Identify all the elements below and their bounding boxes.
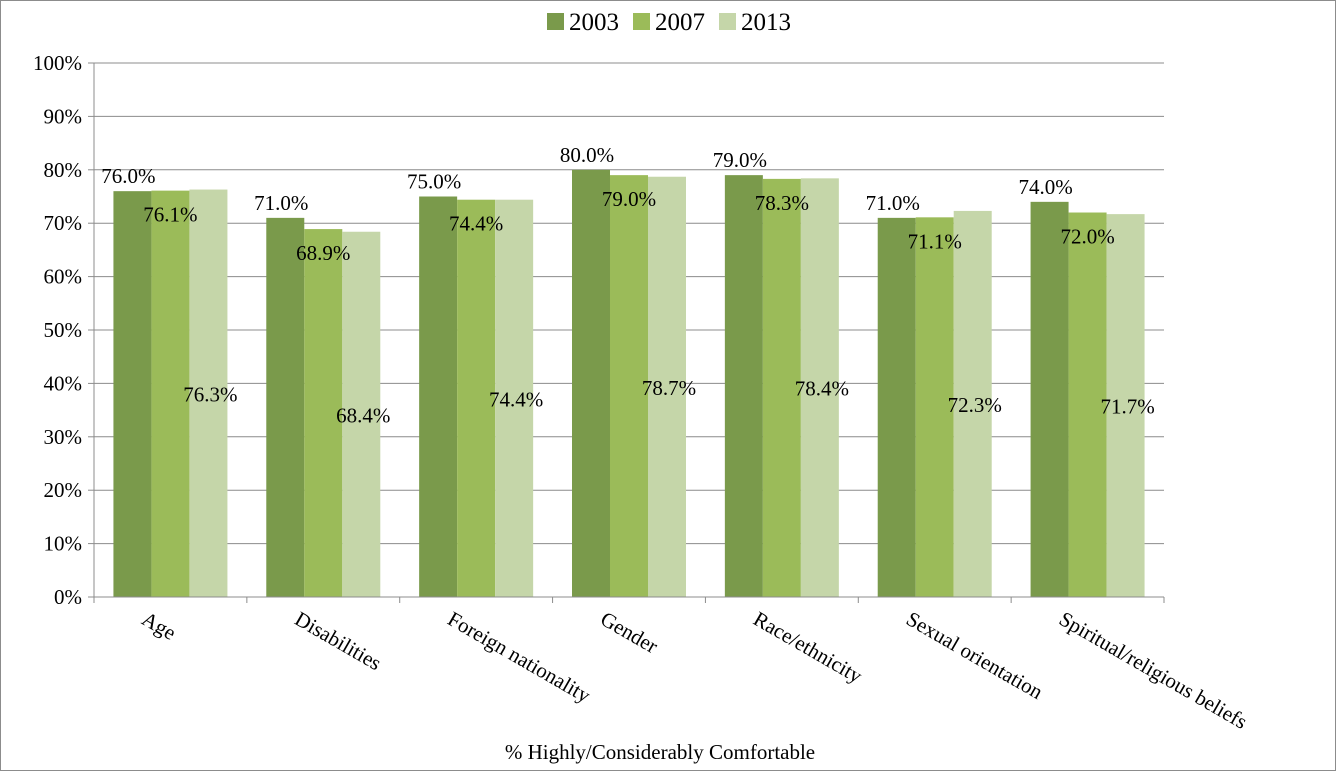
data-label-2003: 80.0% xyxy=(560,143,614,167)
bar-2003-3 xyxy=(572,169,610,598)
bar-2007-3 xyxy=(610,175,648,597)
legend-label-2007: 2007 xyxy=(655,9,705,36)
data-label-2007: 74.4% xyxy=(449,212,503,236)
bar-2003-0 xyxy=(113,191,152,597)
y-tick-label: 70% xyxy=(44,211,83,235)
data-label-2007: 71.1% xyxy=(908,229,962,253)
y-tick-label: 30% xyxy=(44,425,83,449)
legend-swatch-2003 xyxy=(547,13,564,30)
data-label-2003: 76.0% xyxy=(101,164,155,188)
data-label-2003: 79.0% xyxy=(713,148,767,172)
data-label-2013: 74.4% xyxy=(489,387,543,411)
data-label-2007: 78.3% xyxy=(755,191,809,215)
legend: 2003 2007 2013 xyxy=(547,9,791,36)
bar-2003-1 xyxy=(266,217,305,598)
legend-swatch-2013 xyxy=(719,13,736,30)
legend-swatch-2007 xyxy=(633,13,650,30)
data-label-2003: 71.0% xyxy=(254,191,308,215)
bar-2007-6 xyxy=(1068,212,1107,597)
bar-2003-4 xyxy=(724,175,763,597)
bar-2013-2 xyxy=(495,199,534,598)
x-tick-label: Sexual orientation xyxy=(902,607,1047,705)
data-label-2003: 71.0% xyxy=(866,191,920,215)
bar-2013-3 xyxy=(648,176,686,597)
y-tick-label: 60% xyxy=(44,265,83,289)
bar-2007-4 xyxy=(762,178,801,598)
y-tick-label: 0% xyxy=(54,585,82,609)
bar-2003-5 xyxy=(877,217,916,598)
legend-label-2003: 2003 xyxy=(569,9,619,36)
data-label-2013: 76.3% xyxy=(183,382,237,406)
bar-2007-5 xyxy=(915,217,954,598)
data-label-2013: 78.7% xyxy=(642,376,696,400)
bars xyxy=(113,169,1145,598)
data-label-2007: 76.1% xyxy=(143,203,197,227)
x-tick-label: Disabilities xyxy=(291,607,386,676)
y-tick-label: 80% xyxy=(44,158,83,182)
y-tick-label: 40% xyxy=(44,371,83,395)
x-tick-label: Foreign nationality xyxy=(444,607,595,708)
x-tick-label: Race/ethnicity xyxy=(749,607,866,689)
x-tick-label: Age xyxy=(138,607,180,645)
bar-2013-4 xyxy=(800,178,839,597)
data-label-2007: 72.0% xyxy=(1060,225,1114,249)
data-label-2007: 68.9% xyxy=(296,241,350,265)
y-tick-label: 90% xyxy=(44,104,83,128)
data-label-2013: 72.3% xyxy=(948,393,1002,417)
x-tick-label: Spiritual/religious beliefs xyxy=(1055,607,1251,734)
bar-2007-1 xyxy=(304,229,343,597)
legend-label-2013: 2013 xyxy=(741,9,791,36)
data-labels: 76.0% 71.0% 75.0% 80.0% 79.0% 71.0% 74.0% 76.1%… xyxy=(101,143,1154,428)
y-tick-label: 100% xyxy=(33,51,82,75)
data-label-2003: 75.0% xyxy=(407,170,461,194)
data-label-2013: 78.4% xyxy=(795,377,849,401)
bar-2003-2 xyxy=(419,196,458,597)
bar-2013-0 xyxy=(189,189,228,598)
y-tick-label: 10% xyxy=(44,532,83,556)
bar-2007-0 xyxy=(151,190,190,597)
bar-2013-5 xyxy=(953,210,992,597)
y-tick-label: 50% xyxy=(44,318,83,342)
bar-2003-6 xyxy=(1030,201,1069,597)
bar-2007-2 xyxy=(457,199,496,598)
data-label-2003: 74.0% xyxy=(1018,175,1072,199)
x-axis-title: % Highly/Considerably Comfortable xyxy=(505,740,815,764)
bar-2013-6 xyxy=(1106,214,1145,597)
data-label-2013: 68.4% xyxy=(336,403,390,427)
y-tick-label: 20% xyxy=(44,478,83,502)
bar-2013-1 xyxy=(342,231,381,597)
data-label-2007: 79.0% xyxy=(602,187,656,211)
data-label-2013: 71.7% xyxy=(1100,395,1154,419)
x-tick-label: Gender xyxy=(597,607,663,659)
